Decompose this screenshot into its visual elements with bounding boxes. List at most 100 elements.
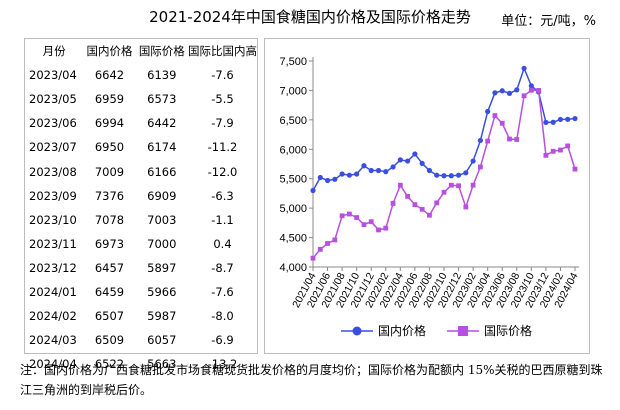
data-point: [507, 136, 512, 142]
legend-label-domestic: 国内价格: [378, 323, 426, 338]
data-point: [419, 160, 425, 167]
table-row: 2023/08 7009 6166 -12.0: [25, 159, 257, 183]
y-tick-label: 4,500: [279, 233, 307, 245]
cell-difference: -11.2: [207, 140, 238, 155]
data-point: [339, 213, 345, 219]
data-point: [361, 163, 367, 169]
data-point: [543, 119, 549, 125]
cell-difference: -7.9: [211, 116, 234, 131]
data-point: [441, 189, 447, 195]
data-point: [339, 171, 345, 177]
data-point: [543, 152, 549, 158]
table-row: 2023/11 6973 7000 0.4: [25, 232, 257, 256]
data-point: [426, 167, 433, 174]
page-title: 2021-2024年中国食糖国内价格及国际价格走势: [149, 8, 471, 26]
cell-difference: -13.2: [207, 357, 238, 372]
cell-difference: -8.7: [211, 260, 234, 275]
cell-domestic-price: 6459: [94, 284, 125, 299]
data-point: [317, 246, 323, 252]
data-point: [492, 90, 498, 96]
data-point: [361, 222, 367, 228]
cell-domestic-price: 6507: [94, 309, 125, 324]
cell-international-price: 6573: [147, 92, 177, 107]
header-international-price: 国际价格: [138, 44, 185, 59]
data-point: [368, 167, 374, 174]
cell-international-price: 5987: [147, 309, 177, 324]
cell-difference: -8.0: [211, 309, 234, 324]
cell-domestic-price: 6509: [94, 333, 125, 348]
series-line-domestic: [312, 66, 576, 191]
cell-month: 2023/07: [29, 140, 77, 155]
data-point: [434, 172, 440, 178]
data-point: [405, 193, 411, 199]
cell-domestic-price: 6950: [94, 140, 125, 155]
cell-difference: 0.4: [213, 236, 232, 251]
cell-international-price: 5663: [147, 357, 177, 372]
cell-difference: -5.5: [211, 92, 234, 107]
data-point: [383, 169, 389, 175]
cell-domestic-price: 7376: [94, 188, 125, 203]
cell-month: 2023/06: [29, 116, 77, 131]
data-point: [550, 148, 556, 154]
data-point: [317, 174, 323, 181]
table-row: 2023/07 6950 6174 -11.2: [25, 135, 257, 159]
table-row: 2024/01 6459 5966 -7.6: [25, 280, 257, 304]
table-row: 2023/05 6959 6573 -5.5: [25, 87, 257, 111]
data-point: [485, 138, 491, 144]
data-point: [506, 90, 513, 96]
data-point: [434, 200, 440, 206]
cell-difference: -12.0: [207, 164, 238, 179]
data-point: [448, 182, 454, 188]
y-tick-label: 6,500: [279, 115, 307, 127]
data-point: [558, 147, 563, 153]
cell-domestic-price: 6642: [94, 68, 125, 83]
data-point: [441, 173, 447, 179]
data-point: [412, 202, 418, 208]
header-month: 月份: [42, 44, 66, 59]
table-row: 2024/03 6509 6057 -6.9: [25, 328, 257, 352]
data-point: [324, 177, 331, 184]
price-table-panel: 月份 国内价格 国际价格 国际比国内高 2023/04 6642 6139 -7.6 2…: [24, 38, 258, 371]
cell-month: 2023/12: [29, 260, 77, 275]
table-body: 2023/04 6642 6139 -7.6 2023/05 6959 6573 -5.5 20…: [25, 63, 257, 376]
data-point: [310, 255, 316, 261]
data-point: [521, 65, 527, 71]
y-tick-label: 4,000: [279, 262, 307, 274]
cell-month: 2024/03: [29, 333, 77, 348]
data-point: [565, 143, 571, 149]
data-point: [325, 241, 330, 246]
data-point: [485, 108, 491, 115]
data-point: [412, 151, 418, 157]
cell-difference: -1.1: [211, 212, 234, 227]
header-domestic-price: 国内价格: [86, 44, 133, 59]
data-point: [354, 215, 360, 220]
cell-domestic-price: 6973: [94, 236, 125, 251]
data-point: [572, 115, 578, 122]
table-row: 2023/10 7078 7003 -1.1: [25, 208, 257, 232]
data-point: [332, 176, 338, 182]
cell-month: 2023/08: [29, 164, 77, 179]
cell-international-price: 6139: [147, 68, 177, 83]
price-table: 月份 国内价格 国际价格 国际比国内高 2023/04 6642 6139 -7.6 2…: [25, 39, 257, 376]
data-point: [470, 158, 476, 164]
data-point: [499, 120, 505, 126]
data-point: [572, 166, 578, 172]
table-row: 2023/06 6994 6442 -7.9: [25, 111, 257, 135]
cell-international-price: 6057: [147, 333, 177, 348]
data-point: [419, 206, 425, 212]
cell-international-price: 6442: [147, 116, 177, 131]
data-point: [492, 113, 498, 118]
cell-domestic-price: 7078: [94, 212, 125, 227]
price-line-chart: 4,000 4,500 5,000 5,500 6,000 6,500 7,000 7,500…: [279, 56, 580, 338]
data-point: [514, 137, 520, 142]
table-row: 2023/09 7376 6909 -6.3: [25, 184, 257, 208]
data-point: [427, 212, 432, 218]
data-point: [346, 172, 352, 178]
unit-label: 单位：元/吨，%: [501, 14, 596, 29]
header-difference: 国际比国内高: [188, 44, 257, 59]
cell-month: 2023/09: [29, 188, 77, 203]
cell-month: 2024/02: [29, 309, 77, 324]
cell-difference: -6.3: [211, 188, 234, 203]
data-point: [390, 201, 396, 206]
data-point: [368, 219, 374, 225]
